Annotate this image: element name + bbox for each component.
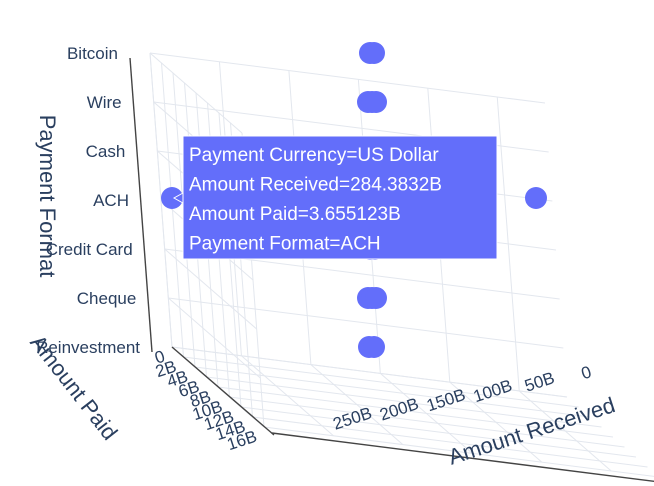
z-axis-line xyxy=(129,57,153,353)
x-axis-title: Amount Received xyxy=(445,392,618,469)
grid-line-z-side xyxy=(168,297,261,379)
axis-layer xyxy=(129,57,654,483)
data-point[interactable] xyxy=(161,187,183,209)
x-tick-label: 50B xyxy=(522,368,557,395)
y-axis-line xyxy=(171,346,275,436)
grid-line-y-floor xyxy=(240,406,637,458)
grid-line-y-floor xyxy=(252,416,648,468)
grid-line-y-floor xyxy=(183,356,579,408)
x-tick-label: 250B xyxy=(331,403,375,433)
hover-line: Amount Received=284.3832B xyxy=(189,175,442,196)
hover-tooltip: Payment Currency=US Dollar Amount Receive… xyxy=(172,135,498,260)
data-point[interactable] xyxy=(365,91,387,113)
grid-line-y-floor xyxy=(206,376,602,428)
z-tick-label: Cheque xyxy=(77,289,137,308)
hover-line: Payment Currency=US Dollar xyxy=(189,145,439,166)
grid-line-y-floor xyxy=(229,396,625,448)
x-tick-label: 150B xyxy=(424,385,468,415)
x-tick-label: 100B xyxy=(471,376,515,406)
z-tick-label: ACH xyxy=(93,191,129,210)
grid-line-z xyxy=(149,52,546,104)
z-tick-label: Wire xyxy=(87,93,122,112)
hover-line: Amount Paid=3.655123B xyxy=(189,204,401,225)
z-tick-label: Reinvestment xyxy=(36,338,140,357)
data-point[interactable] xyxy=(365,287,387,309)
grid-line-y-floor xyxy=(171,346,568,398)
grid-line-z-side xyxy=(149,52,243,134)
grid-line-y-floor xyxy=(217,386,614,438)
grid-line-y-floor xyxy=(194,366,591,418)
data-point[interactable] xyxy=(525,187,547,209)
data-point[interactable] xyxy=(363,336,385,358)
grid-line-x xyxy=(496,96,520,391)
z-tick-label: Bitcoin xyxy=(67,44,118,63)
z-tick-label: Credit Card xyxy=(46,240,133,259)
z-tick-label: Cash xyxy=(86,142,126,161)
x-tick-label: 0 xyxy=(579,362,594,383)
grid-line-y-floor xyxy=(263,426,654,477)
hover-line: Payment Format=ACH xyxy=(189,234,381,255)
x-axis-line xyxy=(271,432,654,483)
grid-line-z-side xyxy=(164,248,257,330)
data-point[interactable] xyxy=(363,42,385,64)
z-axis-title: Payment Format xyxy=(35,115,60,278)
hover-box xyxy=(182,135,498,260)
grid-line-z xyxy=(168,297,564,349)
